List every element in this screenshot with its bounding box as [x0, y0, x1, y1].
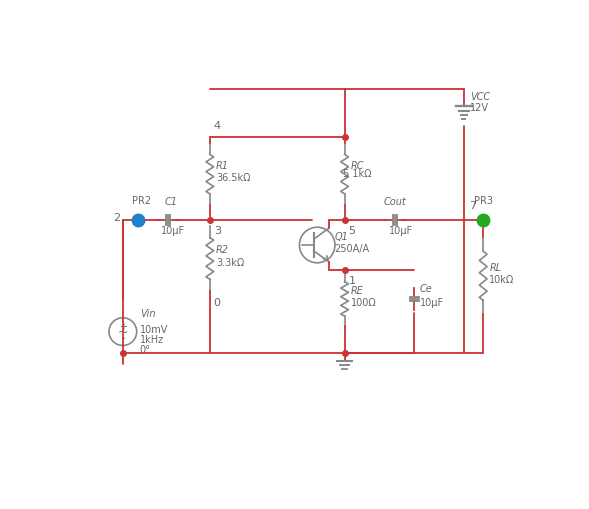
Text: 2: 2 [114, 212, 121, 222]
Text: 5: 5 [349, 226, 355, 236]
Text: 7: 7 [469, 201, 477, 211]
Text: 1: 1 [349, 276, 355, 286]
Text: 10μF: 10μF [161, 226, 186, 236]
Text: Q1: Q1 [335, 232, 349, 241]
Text: 1kHz: 1kHz [140, 334, 164, 344]
Text: Cout: Cout [383, 197, 406, 207]
Text: 12V: 12V [470, 103, 489, 113]
Text: 0°: 0° [140, 344, 151, 354]
Text: 3.3kΩ: 3.3kΩ [216, 257, 244, 267]
Text: R2: R2 [216, 245, 229, 255]
Text: RC: RC [351, 161, 364, 171]
Text: 10μF: 10μF [389, 226, 413, 236]
Text: 10μF: 10μF [420, 297, 444, 307]
Text: ~: ~ [118, 325, 128, 338]
Text: 100Ω: 100Ω [351, 297, 376, 307]
Text: VCC: VCC [470, 92, 490, 101]
Text: Vin: Vin [140, 308, 155, 319]
Text: +: + [119, 322, 127, 331]
Text: 36.5kΩ: 36.5kΩ [216, 173, 250, 183]
Text: RE: RE [351, 285, 363, 295]
Text: 5 1kΩ: 5 1kΩ [343, 168, 372, 178]
Text: R1: R1 [216, 161, 229, 171]
Text: RL: RL [489, 262, 501, 272]
Text: 3: 3 [214, 226, 221, 236]
Text: 10mV: 10mV [140, 324, 168, 334]
Text: 4: 4 [214, 121, 221, 131]
Text: 10kΩ: 10kΩ [489, 274, 515, 285]
Text: Ce: Ce [420, 284, 433, 294]
Text: PR2: PR2 [132, 195, 151, 205]
Text: C1: C1 [164, 197, 177, 207]
Text: -: - [121, 332, 125, 343]
Text: PR3: PR3 [474, 195, 493, 205]
Text: 250A/A: 250A/A [335, 244, 370, 253]
Text: 0: 0 [214, 297, 221, 307]
